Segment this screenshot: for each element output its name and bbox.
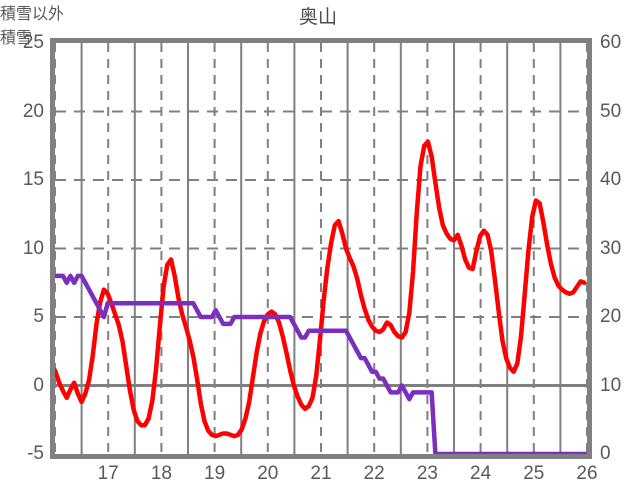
x-axis-tick-label: 21 <box>310 463 332 484</box>
x-axis-tick-label: 24 <box>470 463 492 484</box>
right-axis-tick-label: 20 <box>600 306 622 327</box>
right-axis-tick-label: 30 <box>600 237 622 259</box>
left-axis-tick-label: 20 <box>22 100 44 122</box>
series-line-non-snow <box>55 139 587 439</box>
x-axis-tick-label: 19 <box>204 463 226 484</box>
plot-inner <box>55 43 587 454</box>
right-axis-tick-label: 60 <box>600 32 622 53</box>
right-axis-tick-label: 50 <box>600 100 622 122</box>
chart-title: 奥山 <box>298 7 337 28</box>
x-axis-tick-label: 17 <box>97 463 119 484</box>
x-axis-tick-label: 22 <box>363 463 385 484</box>
plot-area <box>50 38 592 459</box>
series-line-snow-depth <box>55 273 587 454</box>
right-axis-tick-label: 0 <box>600 443 611 464</box>
left-axis-tick-label: -5 <box>27 443 44 464</box>
x-axis-tick-label: 25 <box>523 463 545 484</box>
x-axis-tick-label: 18 <box>150 463 172 484</box>
left-axis-caption: 積雪以外 <box>0 6 65 23</box>
x-axis-tick-label: 23 <box>416 463 438 484</box>
x-axis-tick-label: 26 <box>576 463 598 484</box>
left-axis-tick-label: 5 <box>33 306 44 327</box>
right-axis-tick-label: 40 <box>600 169 622 190</box>
left-axis-tick-label: 25 <box>22 32 44 53</box>
left-axis-tick-label: 15 <box>22 169 44 190</box>
left-axis-tick-label: 0 <box>33 374 44 396</box>
x-axis-tick-label: 20 <box>257 463 279 484</box>
right-axis-tick-label: 10 <box>600 374 622 396</box>
right-axis-caption: 積雪 <box>0 30 33 47</box>
left-axis-tick-label: 10 <box>22 237 44 259</box>
series-lines <box>55 139 587 454</box>
